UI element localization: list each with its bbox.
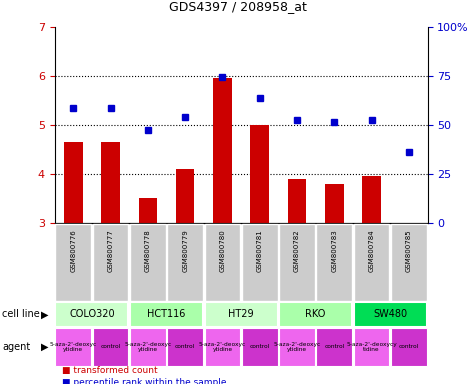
Text: GSM800777: GSM800777 [107, 229, 114, 272]
FancyBboxPatch shape [167, 223, 203, 301]
FancyBboxPatch shape [130, 223, 166, 301]
Text: GSM800779: GSM800779 [182, 229, 188, 272]
Text: cell line: cell line [2, 309, 40, 319]
Text: ■ percentile rank within the sample: ■ percentile rank within the sample [62, 378, 226, 384]
Bar [139, 198, 157, 223]
Bar [213, 78, 232, 223]
Text: SW480: SW480 [373, 309, 407, 319]
FancyBboxPatch shape [316, 223, 352, 301]
Text: 5-aza-2'-deoxycy
tidine: 5-aza-2'-deoxycy tidine [346, 341, 397, 353]
FancyBboxPatch shape [391, 223, 427, 301]
FancyBboxPatch shape [56, 328, 91, 366]
FancyBboxPatch shape [167, 328, 203, 366]
FancyBboxPatch shape [56, 302, 128, 327]
Text: control: control [249, 344, 270, 349]
Bar [250, 125, 269, 223]
Text: GSM800781: GSM800781 [256, 229, 263, 272]
Text: 5-aza-2'-deoxyc
ytidine: 5-aza-2'-deoxyc ytidine [50, 341, 97, 353]
Text: GSM800784: GSM800784 [369, 229, 375, 271]
Text: GSM800778: GSM800778 [145, 229, 151, 272]
FancyBboxPatch shape [93, 223, 128, 301]
Text: GDS4397 / 208958_at: GDS4397 / 208958_at [169, 0, 306, 13]
Text: control: control [100, 344, 121, 349]
Text: control: control [175, 344, 195, 349]
Text: agent: agent [2, 342, 30, 352]
Text: ▶: ▶ [41, 342, 49, 352]
Text: GSM800782: GSM800782 [294, 229, 300, 271]
Text: control: control [399, 344, 419, 349]
Text: GSM800776: GSM800776 [70, 229, 76, 272]
Text: HT29: HT29 [228, 309, 254, 319]
Text: RKO: RKO [305, 309, 326, 319]
FancyBboxPatch shape [242, 223, 277, 301]
Text: 5-aza-2'-deoxyc
ytidine: 5-aza-2'-deoxyc ytidine [199, 341, 246, 353]
Text: ■ transformed count: ■ transformed count [62, 366, 157, 375]
FancyBboxPatch shape [56, 223, 91, 301]
FancyBboxPatch shape [205, 223, 240, 301]
Text: control: control [324, 344, 344, 349]
Bar [362, 176, 381, 223]
Bar [176, 169, 194, 223]
Bar [325, 184, 343, 223]
FancyBboxPatch shape [205, 328, 240, 366]
Text: 5-aza-2'-deoxyc
ytidine: 5-aza-2'-deoxyc ytidine [274, 341, 321, 353]
Text: HCT116: HCT116 [147, 309, 186, 319]
FancyBboxPatch shape [391, 328, 427, 366]
Text: GSM800785: GSM800785 [406, 229, 412, 271]
FancyBboxPatch shape [354, 223, 390, 301]
Text: GSM800780: GSM800780 [219, 229, 226, 272]
Bar [288, 179, 306, 223]
FancyBboxPatch shape [130, 328, 166, 366]
FancyBboxPatch shape [205, 302, 277, 327]
FancyBboxPatch shape [130, 302, 203, 327]
FancyBboxPatch shape [93, 328, 128, 366]
Text: COLO320: COLO320 [69, 309, 115, 319]
Text: ▶: ▶ [41, 309, 49, 319]
FancyBboxPatch shape [279, 328, 315, 366]
Text: 5-aza-2'-deoxyc
ytidine: 5-aza-2'-deoxyc ytidine [124, 341, 171, 353]
FancyBboxPatch shape [279, 302, 352, 327]
FancyBboxPatch shape [316, 328, 352, 366]
Text: GSM800783: GSM800783 [331, 229, 337, 272]
Bar [64, 142, 83, 223]
FancyBboxPatch shape [354, 302, 427, 327]
FancyBboxPatch shape [242, 328, 277, 366]
Bar [101, 142, 120, 223]
FancyBboxPatch shape [279, 223, 315, 301]
FancyBboxPatch shape [354, 328, 390, 366]
